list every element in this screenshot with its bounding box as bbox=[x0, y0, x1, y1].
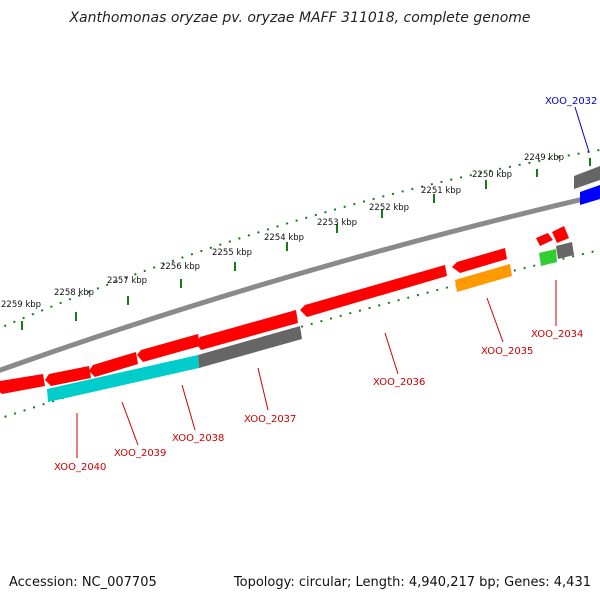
gene-label-xoo-2032[interactable]: XOO_2032 bbox=[545, 96, 597, 107]
cds-arrow-2034b[interactable] bbox=[552, 226, 569, 243]
outer-strand-features bbox=[574, 166, 600, 205]
scale-label-2250: 2250 kbp bbox=[472, 170, 512, 180]
gene-label-xoo-2038[interactable]: XOO_2038 bbox=[172, 433, 224, 444]
feature-green-2034 bbox=[539, 249, 557, 266]
scale-label-2253: 2253 kbp bbox=[317, 218, 357, 228]
scale-labels: 2249 kbp 2250 kbp 2251 kbp 2252 kbp 2253… bbox=[1, 153, 564, 310]
gene-label-xoo-2035[interactable]: XOO_2035 bbox=[481, 346, 533, 357]
scale-label-2257: 2257 kbp bbox=[107, 276, 147, 286]
cds-arrow-2035[interactable] bbox=[452, 248, 507, 273]
genome-backbone bbox=[0, 192, 600, 373]
feature-grey-2034 bbox=[556, 242, 574, 259]
gene-leader-lines bbox=[76, 106, 590, 458]
gene-label-xoo-2039[interactable]: XOO_2039 bbox=[114, 448, 166, 459]
scale-label-2256: 2256 kbp bbox=[160, 262, 200, 272]
cds-arrow-2034a[interactable] bbox=[536, 233, 553, 246]
gene-label-xoo-2036[interactable]: XOO_2036 bbox=[373, 377, 425, 388]
kbp-ticks bbox=[21, 158, 591, 330]
third-row-features bbox=[47, 242, 574, 402]
feature-orange-2035 bbox=[455, 264, 512, 292]
cds-arrow-2036[interactable] bbox=[300, 265, 447, 317]
gene-label-xoo-2034[interactable]: XOO_2034 bbox=[531, 329, 583, 340]
scale-label-2252: 2252 kbp bbox=[369, 203, 409, 213]
scale-label-2258: 2258 kbp bbox=[54, 288, 94, 298]
cds-arrow-2039[interactable] bbox=[89, 352, 138, 377]
topology-text: Topology: circular; Length: 4,940,217 bp… bbox=[233, 575, 591, 590]
cds-arrow-2040b[interactable] bbox=[0, 374, 45, 394]
accession-text: Accession: NC_007705 bbox=[9, 575, 157, 590]
scale-label-2254: 2254 kbp bbox=[264, 233, 304, 243]
gene-labels: XOO_2032 XOO_2034 XOO_2035 XOO_2036 XOO_… bbox=[54, 96, 597, 473]
scale-label-2255: 2255 kbp bbox=[212, 248, 252, 258]
feature-grey-upper-right bbox=[574, 166, 600, 189]
scale-label-2251: 2251 kbp bbox=[421, 186, 461, 196]
scale-label-2259: 2259 kbp bbox=[1, 300, 41, 310]
cds-arrow-2040a[interactable] bbox=[45, 366, 91, 386]
map-title: Xanthomonas oryzae pv. oryzae MAFF 31101… bbox=[69, 10, 531, 26]
feature-grey-2037 bbox=[198, 326, 302, 368]
scale-label-2249: 2249 kbp bbox=[524, 153, 564, 163]
forward-cds-features bbox=[0, 226, 569, 394]
feature-cyan-2038-2039 bbox=[47, 355, 199, 402]
feature-blue-upper-right bbox=[580, 185, 600, 205]
cds-arrow-2037[interactable] bbox=[196, 310, 298, 350]
gene-label-xoo-2037[interactable]: XOO_2037 bbox=[244, 414, 296, 425]
cds-arrow-2038[interactable] bbox=[137, 334, 200, 362]
gene-label-xoo-2040[interactable]: XOO_2040 bbox=[54, 462, 106, 473]
